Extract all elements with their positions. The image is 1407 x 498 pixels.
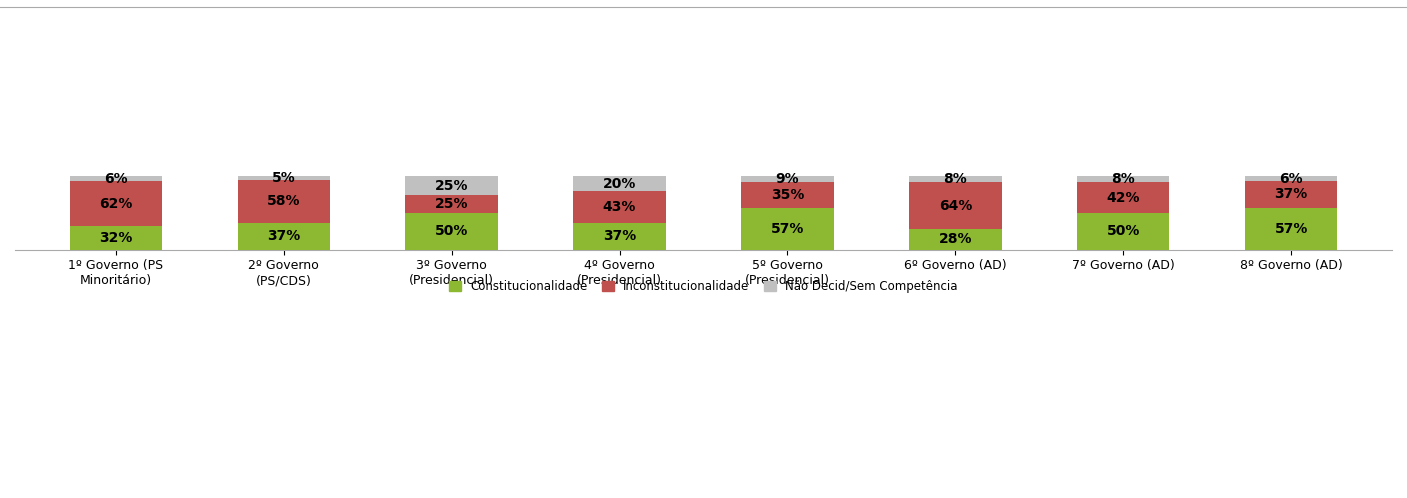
Text: 9%: 9% [775,172,799,186]
Bar [1245,181,1338,208]
Bar [1078,182,1169,213]
Text: 50%: 50% [435,225,469,239]
Bar [741,176,833,182]
Bar [405,213,498,249]
Bar [574,191,666,223]
Bar [909,229,1002,249]
Bar [238,223,329,249]
Text: 8%: 8% [944,172,967,186]
Text: 6%: 6% [104,172,128,186]
Text: 25%: 25% [435,179,469,193]
Text: 35%: 35% [771,188,805,202]
Bar [909,176,1002,182]
Text: 28%: 28% [938,233,972,247]
Bar [69,181,162,226]
Bar [574,223,666,249]
Text: 64%: 64% [938,199,972,213]
Bar [405,176,498,195]
Bar [1078,176,1169,182]
Bar [69,176,162,181]
Bar [238,176,329,180]
Text: 42%: 42% [1106,191,1140,205]
Bar [741,182,833,208]
Text: 43%: 43% [602,200,636,214]
Text: 32%: 32% [98,231,132,245]
Bar [909,182,1002,229]
Bar [1245,176,1338,181]
Legend: Constitucionalidade, Inconstitucionalidade, Não Decid/Sem Competência: Constitucionalidade, Inconstitucionalida… [449,280,958,293]
Text: 6%: 6% [1279,172,1303,186]
Text: 37%: 37% [267,229,300,243]
Bar [1078,213,1169,249]
Text: 50%: 50% [1107,225,1140,239]
Text: 37%: 37% [604,229,636,243]
Bar [1245,208,1338,249]
Text: 62%: 62% [98,197,132,211]
Text: 8%: 8% [1112,172,1135,186]
Text: 25%: 25% [435,197,469,211]
Bar [741,208,833,249]
Text: 57%: 57% [771,222,805,236]
Text: 5%: 5% [272,171,295,185]
Bar [405,195,498,213]
Text: 58%: 58% [267,194,301,208]
Text: 57%: 57% [1275,222,1309,236]
Bar [238,180,329,223]
Text: 37%: 37% [1275,187,1309,201]
Bar [69,226,162,249]
Text: 20%: 20% [602,177,636,191]
Bar [574,176,666,191]
